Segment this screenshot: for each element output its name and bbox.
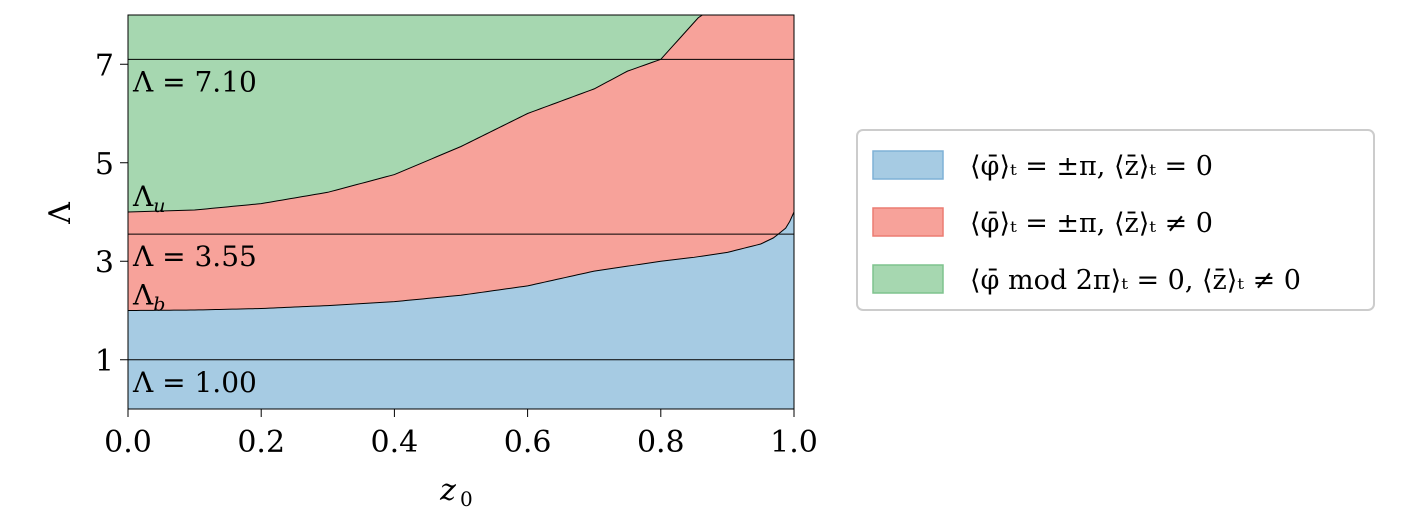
- x-tick-label-2: 0.2: [237, 425, 285, 460]
- x-tick-label-5: 0.8: [637, 425, 685, 460]
- annotation-3: Λ = 3.55: [132, 240, 257, 273]
- x-tick-label-4: 0.6: [504, 425, 552, 460]
- legend-swatch-2: [872, 207, 944, 237]
- y-tick-label-3: 5: [95, 147, 114, 182]
- plot-area: [127, 14, 795, 410]
- annotation-2: Λb: [132, 279, 165, 316]
- legend-swatch-3: [872, 264, 944, 294]
- legend-label-1: ⟨φ̄⟩ₜ = ±π, ⟨z̄⟩ₜ = 0: [970, 151, 1213, 182]
- legend-label-2: ⟨φ̄⟩ₜ = ±π, ⟨z̄⟩ₜ ≠ 0: [970, 208, 1213, 239]
- x-tick-label-3: 0.4: [371, 425, 419, 460]
- region-2: [128, 15, 794, 311]
- plot-frame: [127, 14, 795, 410]
- x-tick-label-1: 0.0: [104, 425, 152, 460]
- y-axis-label: Λ: [43, 202, 78, 225]
- x-axis-label: z 0: [439, 473, 473, 511]
- y-tick-label-4: 7: [95, 48, 114, 83]
- x-axis-label-main: z: [439, 473, 456, 508]
- x-tick-label-6: 1.0: [770, 425, 818, 460]
- x-axis-label-sub: 0: [460, 487, 473, 511]
- hline-layer: [128, 58, 794, 361]
- region-3: [128, 15, 794, 212]
- boundary-curve-lambda-u: [128, 15, 794, 213]
- x-axis: 0.0 0.2 0.4 0.6 0.8 1.0: [104, 409, 818, 460]
- y-tick-label-1: 1: [95, 344, 114, 379]
- legend: ⟨φ̄⟩ₜ = ±π, ⟨z̄⟩ₜ = 0 ⟨φ̄⟩ₜ = ±π, ⟨z̄⟩ₜ ≠…: [856, 129, 1375, 311]
- y-axis: 1 3 5 7: [95, 48, 128, 379]
- legend-label-3: ⟨φ̄ mod 2π⟩ₜ = 0, ⟨z̄⟩ₜ ≠ 0: [970, 265, 1301, 296]
- annotation-5: Λ = 7.10: [132, 65, 257, 98]
- y-tick-label-2: 3: [95, 245, 114, 280]
- annotation-4: Λu: [132, 180, 165, 217]
- boundary-curve-lambda-b: [128, 211, 794, 311]
- legend-swatch-1: [872, 150, 944, 180]
- annotation-layer: Λ = 1.00 Λb Λ = 3.55 Λu Λ = 7.10: [132, 65, 257, 398]
- annotation-1: Λ = 1.00: [132, 366, 257, 399]
- legend-frame: [856, 129, 1375, 311]
